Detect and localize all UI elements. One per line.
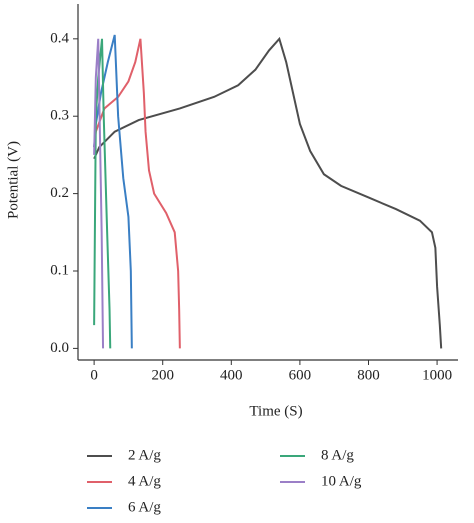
legend-label: 4 A/g <box>128 473 161 489</box>
legend-label: 10 A/g <box>321 473 362 489</box>
x-tick-label: 1000 <box>422 367 452 383</box>
y-tick-label: 0.2 <box>50 185 69 201</box>
x-tick-label: 800 <box>357 367 380 383</box>
y-axis-label: Potential (V) <box>5 141 21 219</box>
series-line <box>93 38 181 349</box>
series-line <box>93 38 105 349</box>
y-tick-label: 0.4 <box>50 30 69 46</box>
y-tick-label: 0.1 <box>50 262 69 278</box>
series-line <box>93 36 443 349</box>
series-line <box>93 38 112 349</box>
y-tick-label: 0.3 <box>50 108 69 124</box>
y-tick-label: 0.0 <box>50 340 69 356</box>
x-tick-label: 400 <box>220 367 243 383</box>
x-tick-label: 0 <box>90 367 98 383</box>
x-axis-label: Time (S) <box>249 403 302 419</box>
legend-label: 8 A/g <box>321 447 354 463</box>
x-tick-label: 200 <box>151 367 174 383</box>
legend-label: 2 A/g <box>128 447 161 463</box>
x-tick-label: 600 <box>289 367 312 383</box>
legend-label: 6 A/g <box>128 499 161 515</box>
series-line <box>93 34 133 349</box>
